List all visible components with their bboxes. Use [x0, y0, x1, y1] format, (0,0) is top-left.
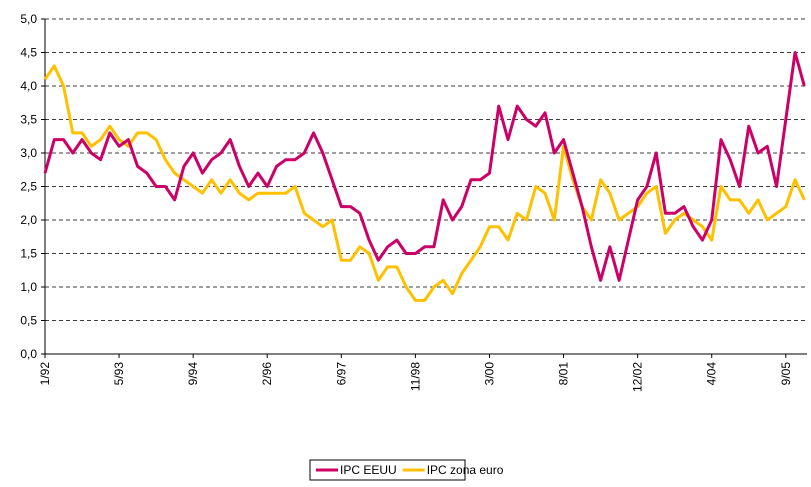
- x-tick-label: 9/94: [186, 362, 200, 386]
- x-tick-label: 9/05: [779, 362, 793, 386]
- x-tick-label: 2/96: [260, 362, 274, 386]
- y-tick-label: 0,0: [20, 347, 37, 361]
- y-tick-label: 0,5: [20, 314, 37, 328]
- y-tick-label: 2,0: [20, 213, 37, 227]
- legend-box: [309, 459, 466, 481]
- series-line: [43, 51, 806, 282]
- legend-label: IPC zona euro: [427, 463, 504, 477]
- y-tick-label: 1,5: [20, 247, 37, 261]
- y-tick-label: 2,5: [20, 180, 37, 194]
- y-tick-label: 1,0: [20, 280, 37, 294]
- x-tick-label: 4/04: [705, 362, 719, 386]
- y-tick-label: 4,0: [20, 79, 37, 93]
- x-tick-label: 12/02: [631, 362, 645, 392]
- y-tick-label: 4,5: [20, 46, 37, 60]
- y-tick-label: 5,0: [20, 12, 37, 26]
- x-tick-label: 11/98: [408, 362, 422, 391]
- y-tick-label: 3,0: [20, 146, 37, 160]
- y-tick-label: 3,5: [20, 113, 37, 127]
- legend-label: IPC EEUU: [340, 463, 397, 477]
- x-tick-label: 6/97: [334, 362, 348, 386]
- x-tick-label: 5/93: [112, 362, 126, 386]
- series-line: [43, 64, 806, 302]
- x-tick-label: 1/92: [38, 362, 52, 386]
- x-tick-label: 3/00: [482, 362, 496, 386]
- x-tick-label: 8/01: [557, 362, 571, 386]
